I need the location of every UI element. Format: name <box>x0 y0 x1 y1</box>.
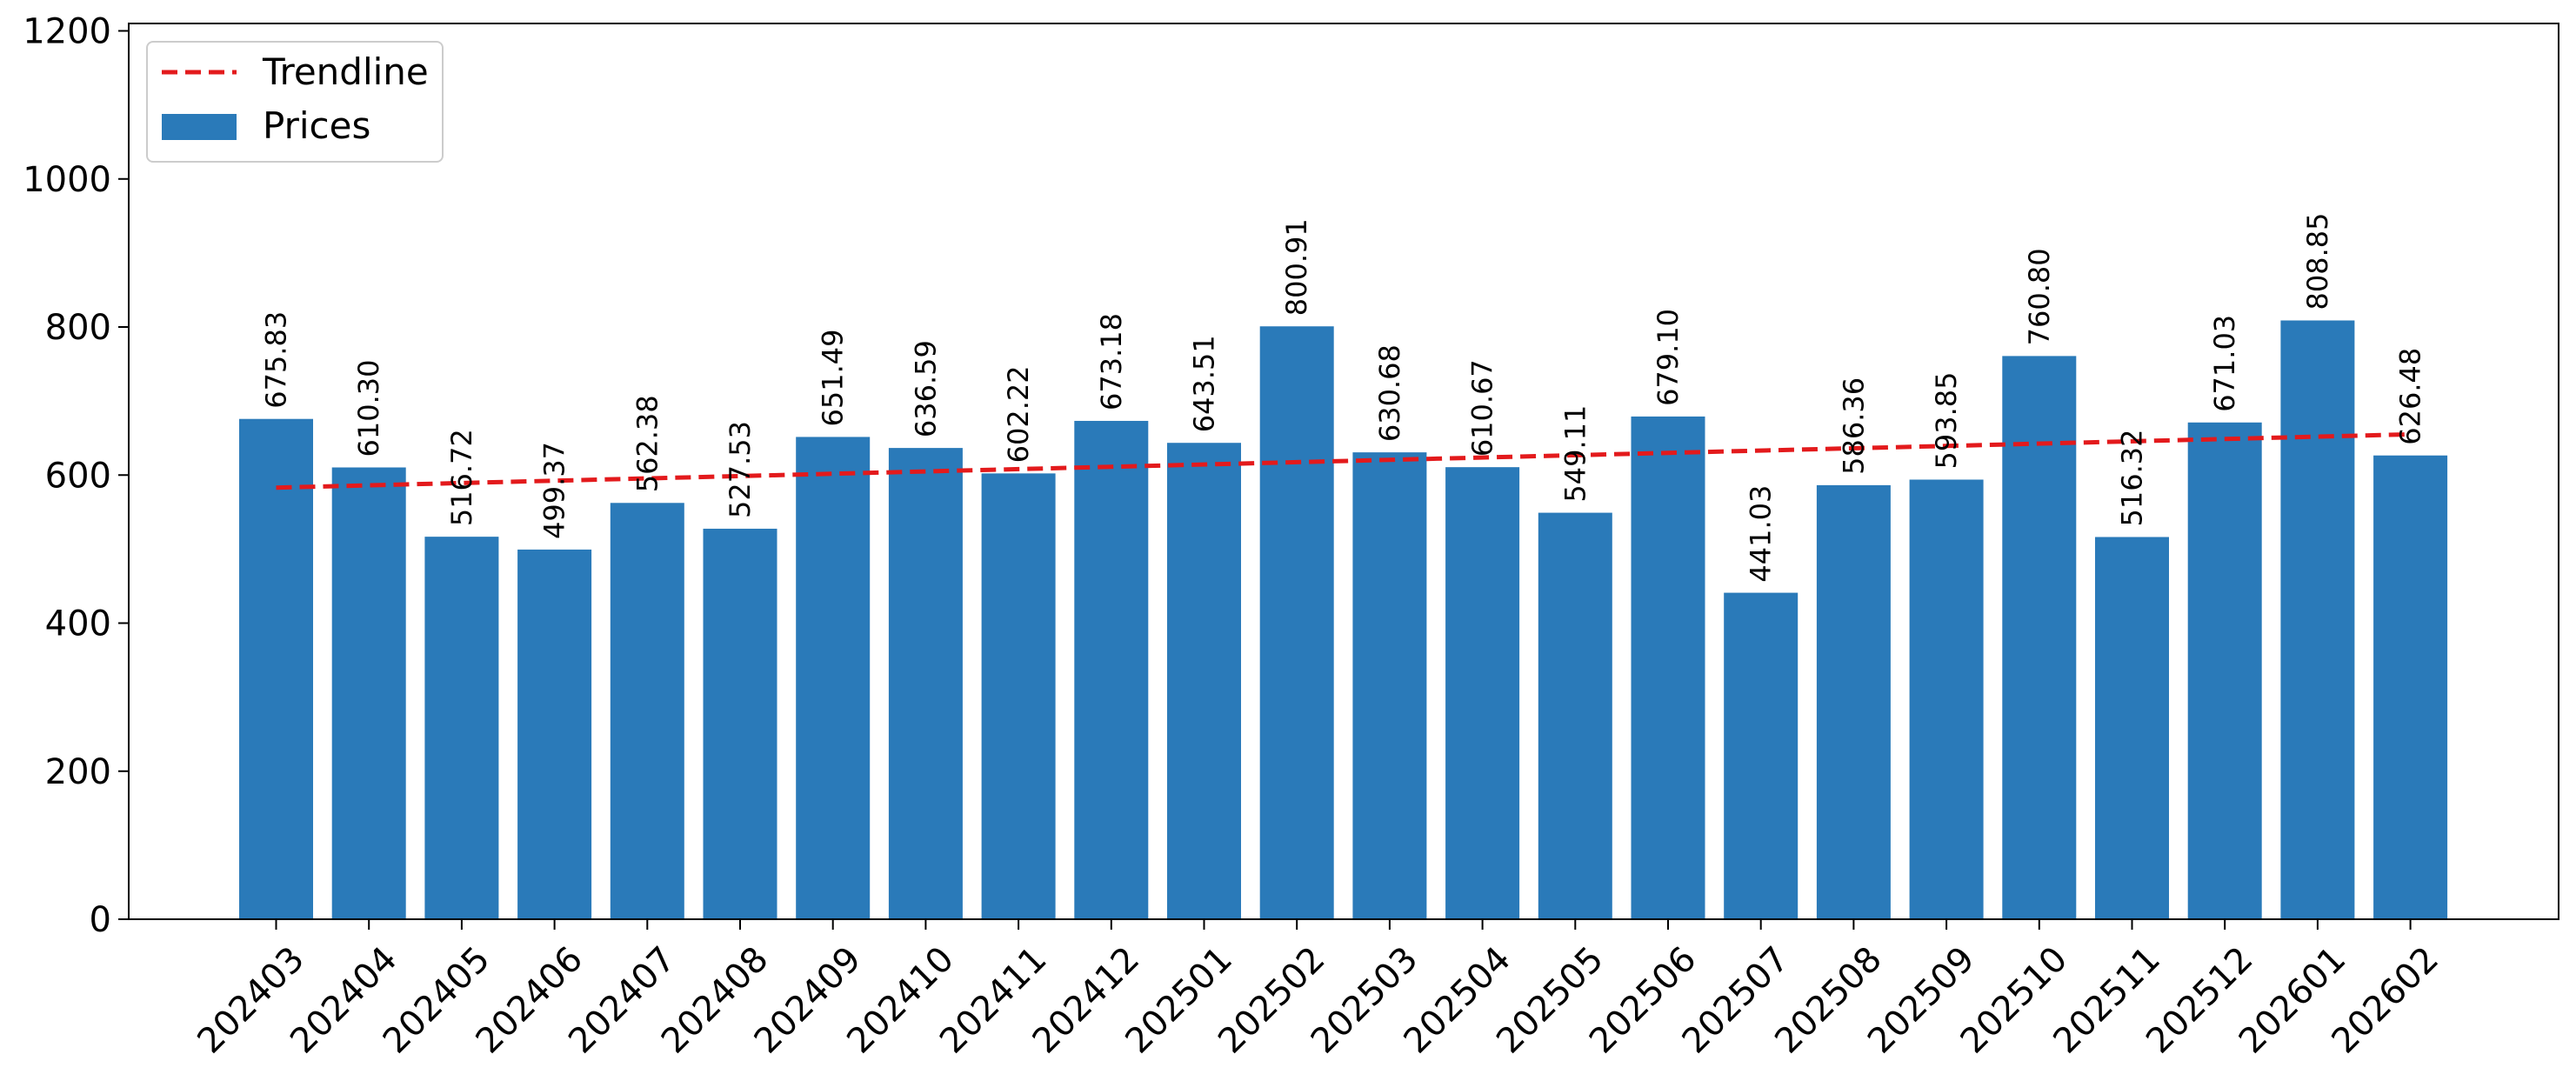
data-label-202405: 516.72 <box>445 429 478 526</box>
data-label-202407: 562.38 <box>631 395 664 492</box>
bar-202410 <box>888 448 963 919</box>
bar-202506 <box>1631 416 1705 920</box>
x-axis: 2024032024042024052024062024072024082024… <box>190 919 2446 1061</box>
bar-202504 <box>1445 467 1520 919</box>
bar-202601 <box>2280 320 2355 919</box>
bar-202510 <box>2002 356 2077 920</box>
bar-202409 <box>796 437 871 919</box>
bar-202509 <box>1909 479 1984 919</box>
data-label-202412: 673.18 <box>1095 313 1128 410</box>
data-label-202501: 643.51 <box>1188 335 1221 432</box>
legend-label-trendline: Trendline <box>262 50 429 93</box>
plot-frame <box>128 23 2559 920</box>
bar-202507 <box>1724 592 1799 919</box>
data-label-202411: 602.22 <box>1002 365 1035 463</box>
data-label-202403: 675.83 <box>260 311 293 409</box>
legend: Trendline Prices <box>146 41 444 163</box>
bar-202511 <box>2095 537 2169 919</box>
data-label-202504: 610.67 <box>1466 359 1499 457</box>
bar-202411 <box>981 473 1056 919</box>
y-tick-label: 0 <box>90 900 111 940</box>
data-label-202505: 549.11 <box>1558 405 1592 503</box>
y-tick-label: 600 <box>45 456 111 496</box>
legend-swatch-prices <box>162 114 237 140</box>
data-label-202404: 610.30 <box>352 360 385 457</box>
bars-group <box>239 320 2448 920</box>
bar-202406 <box>517 549 592 919</box>
trendline-group <box>276 431 2411 490</box>
bar-202508 <box>1816 484 1891 919</box>
bar-202405 <box>424 537 499 919</box>
bar-202503 <box>1352 452 1427 919</box>
data-label-202503: 630.68 <box>1373 344 1406 442</box>
data-label-202509: 593.85 <box>1930 372 1963 470</box>
data-label-202512: 671.03 <box>2208 315 2241 412</box>
bar-202602 <box>2373 455 2448 919</box>
data-label-202408: 527.53 <box>724 421 757 518</box>
bar-202404 <box>331 467 406 919</box>
bar-202407 <box>610 503 684 919</box>
trendline <box>276 431 2411 490</box>
data-label-202510: 760.80 <box>2023 248 2056 345</box>
data-label-202601: 808.85 <box>2301 213 2334 310</box>
data-label-202406: 499.37 <box>538 442 571 539</box>
data-label-202502: 800.91 <box>1280 218 1313 316</box>
data-labels-group: 675.83 610.30 516.72 499.37 562.38 527.53 651.… <box>260 213 2427 583</box>
legend-label-prices: Prices <box>263 104 370 147</box>
y-tick-label: 1200 <box>23 12 111 52</box>
y-tick-label: 800 <box>45 308 111 348</box>
y-tick-label: 1000 <box>23 160 111 200</box>
bar-202512 <box>2187 422 2262 920</box>
y-tick-label: 200 <box>45 752 111 792</box>
bar-202412 <box>1074 420 1149 919</box>
bar-202505 <box>1538 512 1612 919</box>
y-axis: 0 200 400 600 800 1000 1200 <box>23 12 129 940</box>
data-label-202602: 626.48 <box>2394 348 2427 445</box>
bar-202408 <box>703 528 777 919</box>
bar-202403 <box>239 418 313 920</box>
data-label-202508: 586.36 <box>1837 377 1870 475</box>
bar-202501 <box>1167 443 1241 919</box>
data-label-202511: 516.32 <box>2116 430 2149 527</box>
y-tick-label: 400 <box>45 604 111 644</box>
data-label-202507: 441.03 <box>1745 485 1778 583</box>
data-label-202410: 636.59 <box>909 340 942 437</box>
bar-202502 <box>1259 326 1334 919</box>
data-label-202506: 679.10 <box>1652 309 1685 406</box>
data-label-202409: 651.49 <box>817 329 850 426</box>
